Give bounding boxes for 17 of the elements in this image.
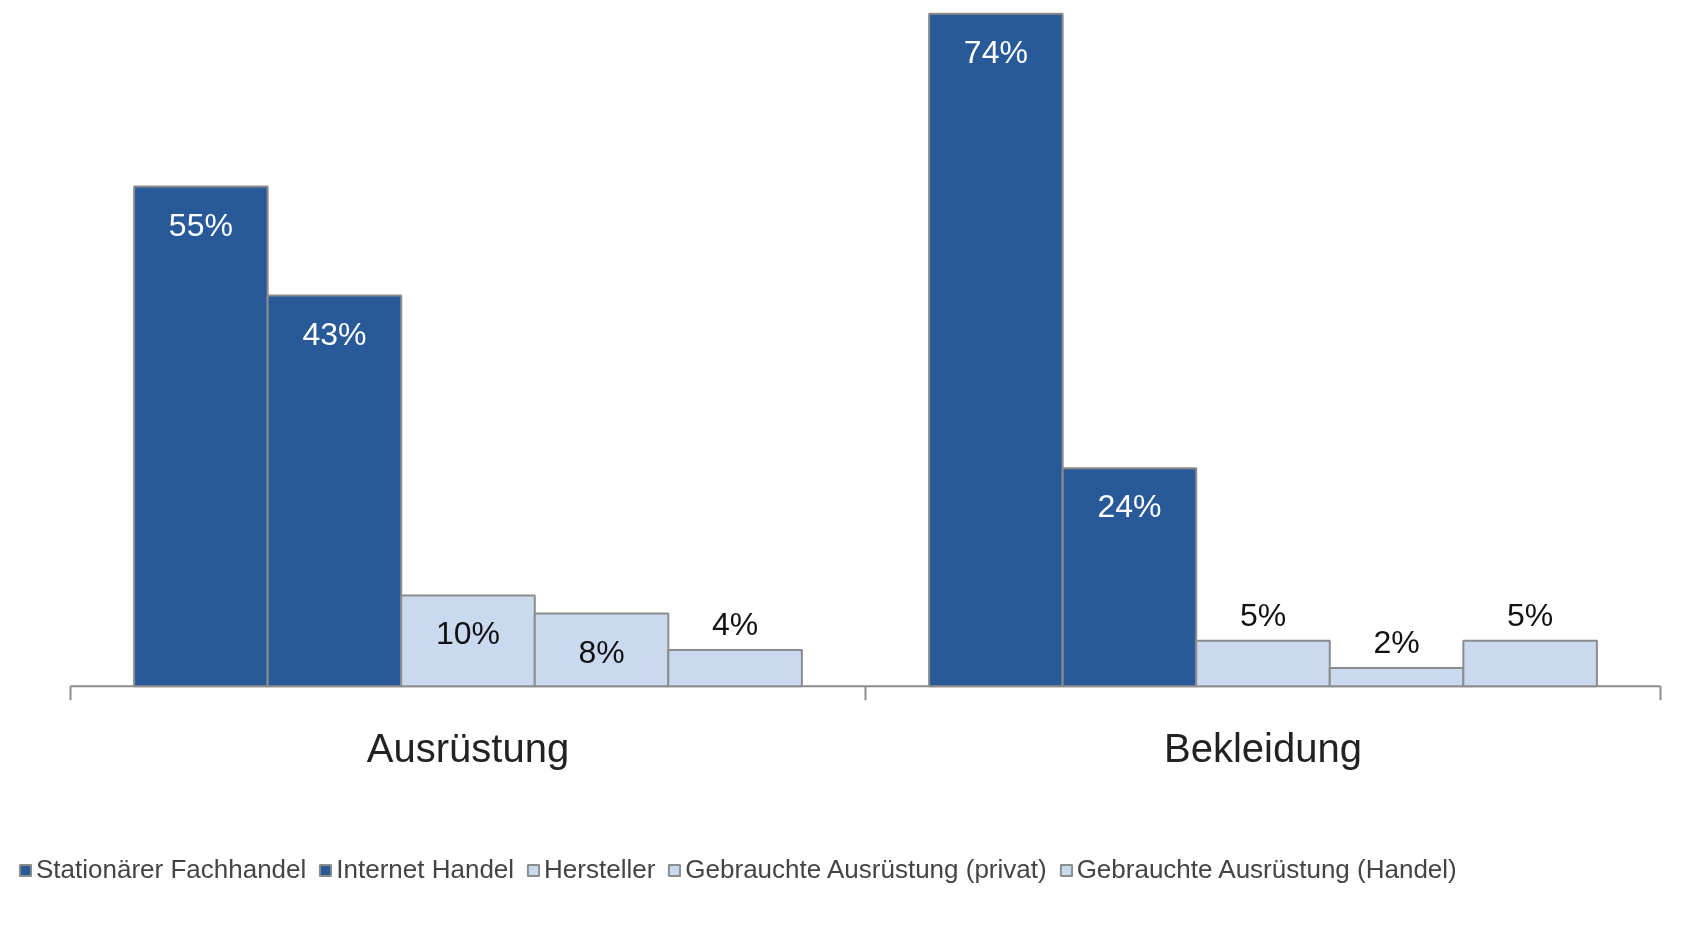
legend-label: Gebrauchte Ausrüstung (Handel) [1076, 854, 1457, 885]
data-label: 8% [578, 633, 625, 670]
data-label: 10% [435, 615, 501, 652]
x-tick-label: Ausrüstung [366, 726, 570, 771]
data-label: 5% [1506, 596, 1554, 633]
data-label: 43% [302, 315, 367, 352]
data-label: 4% [711, 605, 759, 642]
data-label: 2% [1373, 624, 1420, 661]
legend-label: Stationärer Fachhandel [36, 854, 307, 885]
legend-label: Internet Handel [336, 854, 515, 885]
legend-label: Hersteller [544, 854, 656, 885]
x-tick-label: Bekleidung [1164, 726, 1362, 771]
data-label: 74% [963, 33, 1028, 70]
data-label: 55% [168, 206, 233, 243]
legend-label: Gebrauchte Ausrüstung (privat) [685, 854, 1047, 885]
data-label: 24% [1097, 488, 1162, 525]
data-label: 5% [1239, 596, 1287, 633]
